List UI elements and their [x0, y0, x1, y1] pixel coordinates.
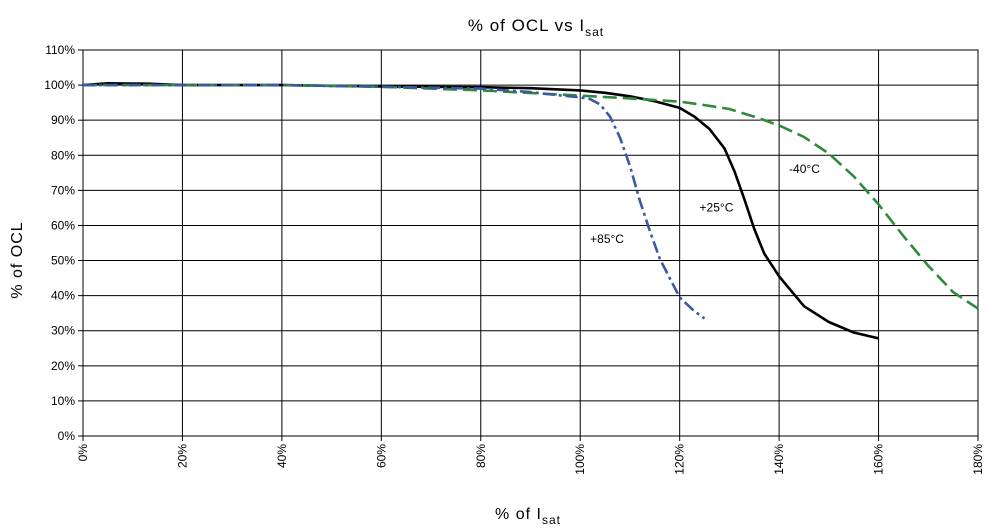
ticks: 0% 10% 20% 30% 40% 50% 60% 70% 80% 90% 100% 110% 0% 2…	[44, 43, 985, 475]
y-tick-label: 90%	[51, 113, 75, 127]
series	[82, 82, 979, 340]
x-tick-label: 180%	[971, 444, 985, 475]
x-tick-label: 160%	[872, 444, 886, 475]
series-line	[82, 82, 879, 340]
series-annotation: +25°C	[700, 200, 734, 214]
y-tick-label: 30%	[51, 324, 75, 338]
grid	[78, 49, 979, 441]
y-tick-label: 110%	[45, 43, 75, 57]
y-tick-label: 100%	[44, 78, 75, 92]
y-tick-label: 50%	[51, 254, 75, 268]
chart-title: % of OCL vs Isat	[468, 16, 604, 39]
y-tick-label: 60%	[51, 218, 75, 232]
y-axis-label: % of OCL	[9, 221, 26, 298]
x-tick-label: 100%	[573, 444, 587, 475]
series-annotation: +85°C	[590, 232, 624, 246]
x-tick-label: 60%	[374, 444, 388, 468]
x-tick-label: 140%	[772, 444, 786, 475]
annotations: -40°C +25°C +85°C	[590, 162, 820, 246]
y-tick-label: 70%	[51, 183, 75, 197]
plot-frame	[82, 49, 979, 437]
y-tick-label: 0%	[58, 429, 76, 443]
y-tick-label: 20%	[51, 359, 75, 373]
x-tick-label: 20%	[175, 444, 189, 468]
y-tick-label: 10%	[51, 394, 75, 408]
x-tick-label: 0%	[76, 444, 90, 462]
y-tick-label: 80%	[51, 148, 75, 162]
x-tick-label: 40%	[275, 444, 289, 468]
series-line	[83, 83, 979, 310]
x-axis-label: % of Isat	[495, 506, 561, 527]
y-tick-label: 40%	[51, 289, 75, 303]
x-tick-label: 80%	[474, 444, 488, 468]
x-tick-label: 120%	[673, 444, 687, 475]
series-annotation: -40°C	[789, 162, 820, 176]
